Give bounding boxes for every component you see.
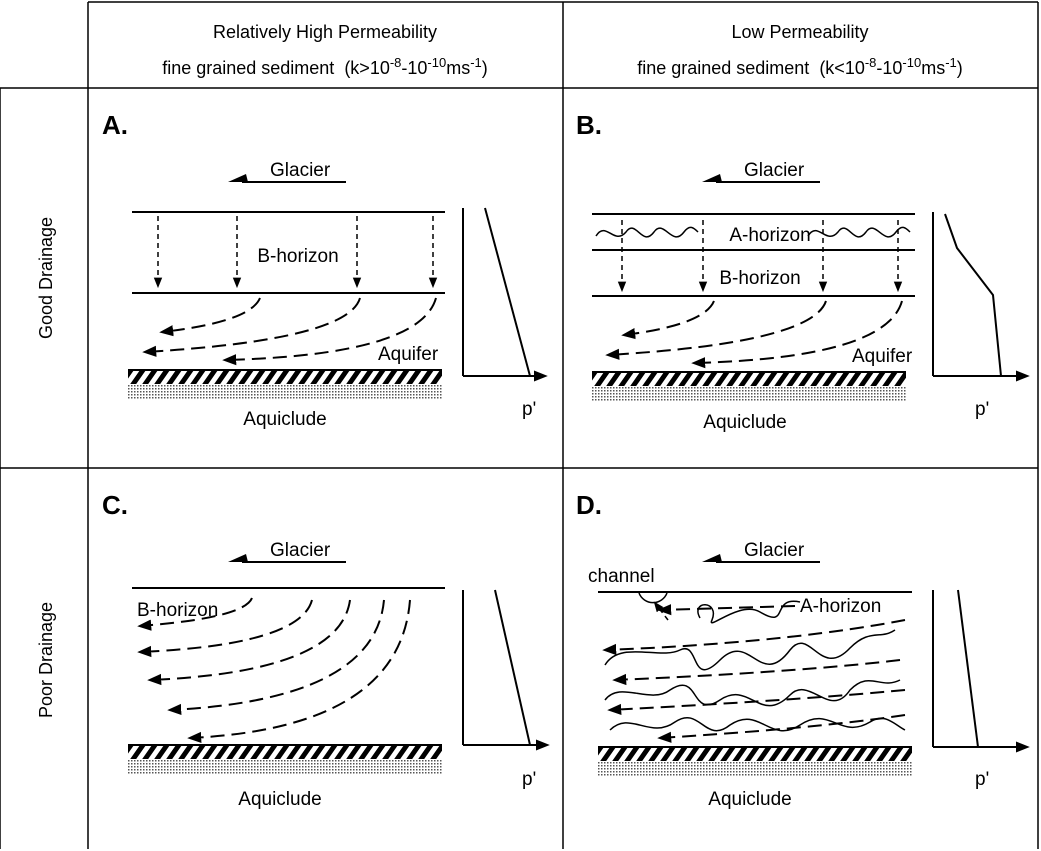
shape — [127, 369, 443, 401]
shape — [127, 744, 443, 776]
row-header: Poor Drainage — [36, 602, 56, 718]
shape — [604, 629, 896, 671]
layer-label: B-horizon — [719, 268, 800, 289]
shape — [607, 689, 906, 716]
text: -1 — [470, 55, 482, 70]
text: -8 — [390, 55, 402, 70]
panel-letter: B. — [576, 110, 602, 140]
base-label: Aquiclude — [708, 789, 791, 810]
panel-b: B. Glacier A-horizon B-horizon Aquifer A… — [576, 110, 1030, 433]
shape — [621, 300, 715, 340]
shape — [142, 297, 361, 357]
text: -10 — [427, 55, 446, 70]
shape — [604, 679, 901, 707]
text: ms — [921, 58, 945, 78]
shape — [605, 300, 827, 360]
shape — [653, 601, 669, 621]
text: -10 — [902, 55, 921, 70]
shape — [187, 599, 411, 744]
shape — [697, 600, 801, 624]
shape — [591, 371, 907, 403]
layer-label: B-horizon — [257, 246, 338, 267]
panel-c: C. Glacier B-horizon Aquiclude p' — [102, 490, 550, 810]
shape — [602, 619, 906, 656]
shape — [638, 592, 668, 604]
text: -10 — [876, 58, 902, 78]
axis-label: p' — [975, 769, 989, 790]
shape — [484, 207, 531, 377]
shape — [159, 297, 261, 337]
panel-d: D. Glacier channel A-horizon Aquiclude p… — [576, 490, 1030, 810]
panel-a: A. Glacier B-horizon Aquifer Aquiclude p… — [102, 110, 548, 430]
shape — [609, 716, 906, 732]
shape — [807, 226, 911, 238]
layer-label: A-horizon — [800, 596, 881, 617]
layer-label: A-horizon — [729, 225, 810, 246]
glacier-label: Glacier — [744, 160, 805, 181]
panel-letter: C. — [102, 490, 128, 520]
panel-letter: D. — [576, 490, 602, 520]
text: -10 — [401, 58, 427, 78]
text: fine grained sediment (k<10 — [637, 58, 865, 78]
glacier-label: Glacier — [270, 540, 331, 561]
panel-letter: A. — [102, 110, 128, 140]
column-header: Relatively High Permeability — [213, 22, 437, 42]
shape — [494, 589, 531, 746]
shape — [691, 300, 903, 369]
glacier-label: Glacier — [270, 160, 331, 181]
layer-label: Aquifer — [852, 346, 913, 367]
base-label: Aquiclude — [243, 409, 326, 430]
shape — [137, 597, 253, 631]
base-label: Aquiclude — [238, 789, 321, 810]
glacier-label: Glacier — [744, 540, 805, 561]
column-header: fine grained sediment (k<10-8-10-10ms-1) — [637, 55, 963, 78]
shape — [612, 659, 901, 686]
base-label: Aquiclude — [703, 412, 786, 433]
layer-label: channel — [588, 566, 655, 587]
axis-label: p' — [522, 399, 536, 420]
text: -1 — [945, 55, 957, 70]
column-header: fine grained sediment (k>10-8-10-10ms-1) — [162, 55, 488, 78]
shape — [657, 604, 796, 616]
shape — [657, 714, 906, 743]
shape — [957, 589, 979, 748]
text: ) — [482, 58, 488, 78]
layer-label: Aquifer — [378, 344, 439, 365]
shape — [595, 226, 699, 238]
shape — [597, 746, 913, 778]
shape — [167, 599, 385, 716]
text: -8 — [865, 55, 877, 70]
axis-label: p' — [522, 769, 536, 790]
axis-label: p' — [975, 399, 989, 420]
text: ms — [446, 58, 470, 78]
row-header: Good Drainage — [36, 217, 56, 339]
column-header: Low Permeability — [731, 22, 868, 42]
text: ) — [957, 58, 963, 78]
shape — [137, 599, 313, 658]
shape — [944, 213, 1002, 377]
layer-label: B-horizon — [137, 600, 218, 621]
text: fine grained sediment (k>10 — [162, 58, 390, 78]
